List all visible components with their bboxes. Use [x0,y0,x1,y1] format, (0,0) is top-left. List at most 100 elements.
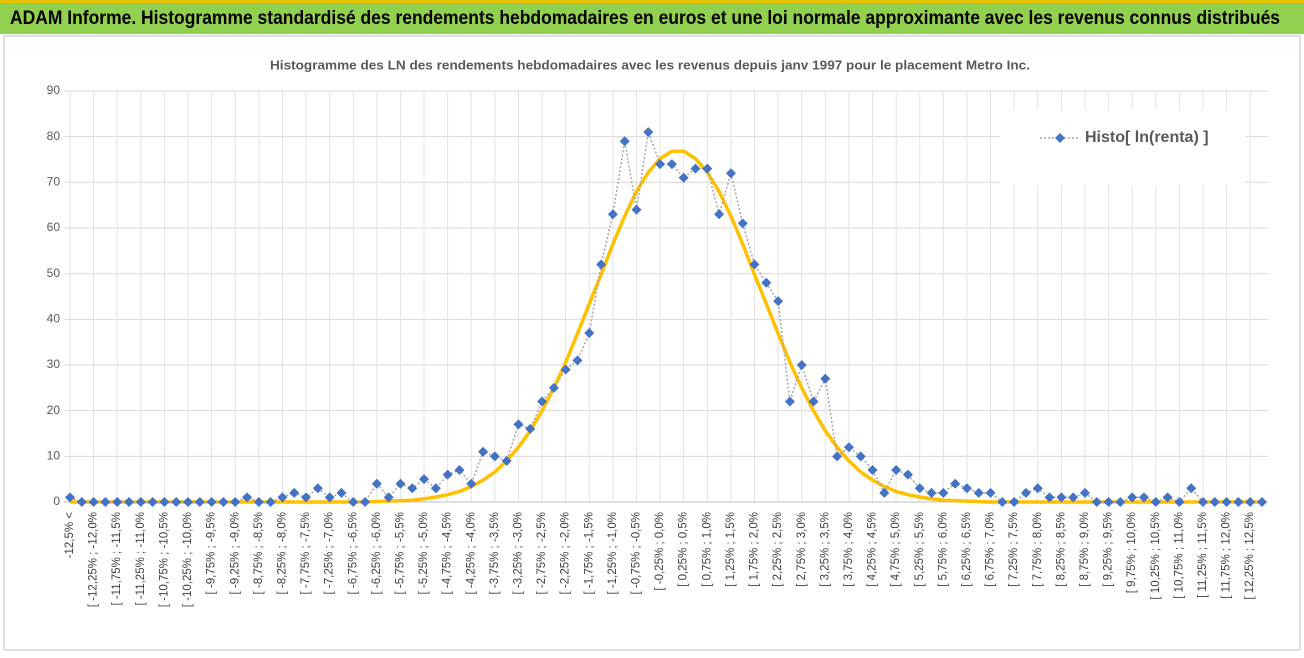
diamond-marker [88,497,99,507]
x-tick-label: [ 0,75% ; 1,0% [701,512,713,587]
y-tick-label: 70 [47,175,61,189]
diamond-marker [324,492,335,503]
diamond-marker [973,487,984,498]
x-tick-label: [ 3,25% ; 3,5% [819,512,831,587]
x-tick-label: [ 6,25% ; 6,5% [961,512,973,587]
x-tick-label: [ -1,25% ; -1,0% [607,512,619,594]
x-tick-label: [ 1,75% ; 2,0% [749,512,761,587]
diamond-marker [761,277,772,288]
x-tick-label: [ -5,25% ; -5,0% [418,512,430,594]
diamond-marker [985,487,996,498]
y-tick-label: 50 [47,266,61,280]
x-tick-label: [ -10,75% ; -10,5% [158,512,170,607]
diamond-marker [997,497,1008,507]
diamond-marker [1056,492,1067,503]
x-tick-label: [ 9,25% ; 9,5% [1103,512,1115,587]
y-tick-label: 90 [47,83,61,97]
x-tick-label: [ 1,25% ; 1,5% [725,512,737,587]
diamond-marker [442,469,453,480]
legend: Histo[ ln(renta) ] [1000,110,1245,185]
diamond-marker [230,497,241,507]
chart-title: Histogramme des LN des rendements hebdom… [270,57,1030,72]
diamond-marker [926,487,937,498]
x-tick-label: [ -0,75% ; -0,5% [631,512,643,594]
x-tick-label: [ 5,25% ; 5,5% [914,512,926,587]
diamond-marker [607,209,618,220]
diamond-marker [478,446,489,457]
x-tick-label: [ -5,75% ; -5,5% [394,512,406,594]
x-tick-label: [ -8,75% ; -8,5% [253,512,265,594]
diamond-marker [1079,487,1090,498]
diamond-marker [430,483,441,494]
legend-label: Histo[ ln(renta) ] [1085,129,1209,146]
x-tick-label: [ 11,25% ; 11,5% [1197,512,1209,598]
x-tick-label: [ 0,25% ; 0,5% [678,512,690,587]
diamond-marker [1091,497,1102,507]
legend-marker [1055,133,1065,143]
legend-box [1000,110,1245,185]
diamond-marker [135,497,146,507]
diamond-marker [489,451,500,462]
diamond-marker [1233,497,1244,507]
x-tick-label: [ -3,75% ; -3,5% [489,512,501,594]
y-tick-label: 60 [47,220,61,234]
diamond-marker [666,159,677,170]
x-tick-label: [ 8,75% ; 9,0% [1079,512,1091,587]
diamond-marker [312,483,323,494]
diamond-marker [773,296,784,307]
diamond-marker [1115,497,1126,507]
x-tick-label: [ -7,25% ; -7,0% [324,512,336,594]
diamond-marker [253,497,264,507]
x-tick-label: [ 11,75% ; 12,0% [1221,512,1233,599]
diamond-marker [1044,492,1055,503]
x-tick-label: [ 12,25% ; 12,5% [1244,512,1256,600]
x-tick-label: [ 6,75% ; 7,0% [985,512,997,587]
x-tick-label: [ -12,25% ; -12,0% [88,512,100,607]
x-tick-label: [ -1,75% ; -1,5% [583,512,595,594]
x-tick-label: [ 4,25% ; 4,5% [867,512,879,587]
x-tick-label: [ 10,25% ; 10,5% [1150,512,1162,600]
diamond-marker [867,465,878,476]
diamond-marker [690,163,701,174]
x-tick-label: [ -4,75% ; -4,5% [442,512,454,594]
diamond-marker [938,487,949,498]
diamond-marker [501,455,512,466]
diamond-marker [961,483,972,494]
diamond-marker [206,497,217,507]
diamond-marker [737,218,748,229]
header-bar [0,0,1304,34]
x-tick-label: -12,5% < [64,512,76,559]
diamond-marker [76,497,87,507]
x-tick-label: [ 9,75% ; 10,0% [1126,512,1138,593]
diamond-marker [891,465,902,476]
diamond-marker [560,364,571,375]
diamond-marker [1068,492,1079,503]
x-tick-label: [ 2,75% ; 3,0% [796,512,808,587]
diamond-marker [749,259,760,270]
x-tick-label: [ 2,25% ; 2,5% [772,512,784,587]
diamond-marker [855,451,866,462]
diamond-marker [914,483,925,494]
x-tick-label: [ -8,25% ; -8,0% [276,512,288,594]
diamond-marker [419,474,430,485]
diamond-marker [466,478,477,489]
diamond-marker [454,465,465,476]
diamond-marker [289,487,300,498]
grid: 0 10 20 30 40 50 60 70 80 90 -12,5% < [ -12,25% ; -… [47,83,1268,607]
diamond-marker [1138,492,1149,503]
y-tick-label: 20 [47,403,61,417]
x-tick-label: [ -6,25% ; -6,0% [371,512,383,594]
diamond-marker [65,492,75,503]
x-tick-label: [ -11,75% ; -11,5% [111,512,123,606]
diamond-marker [1257,497,1267,507]
diamond-marker [242,492,253,503]
diamond-marker [1245,497,1256,507]
diamond-marker [336,487,347,498]
header-title: ADAM Informe. Histogramme standardisé de… [10,8,1280,29]
diamond-marker [725,168,736,179]
diamond-marker [159,497,170,507]
diamond-marker [714,209,725,220]
diamond-marker [265,497,276,507]
x-tick-label: [ -2,75% ; -2,5% [536,512,548,594]
